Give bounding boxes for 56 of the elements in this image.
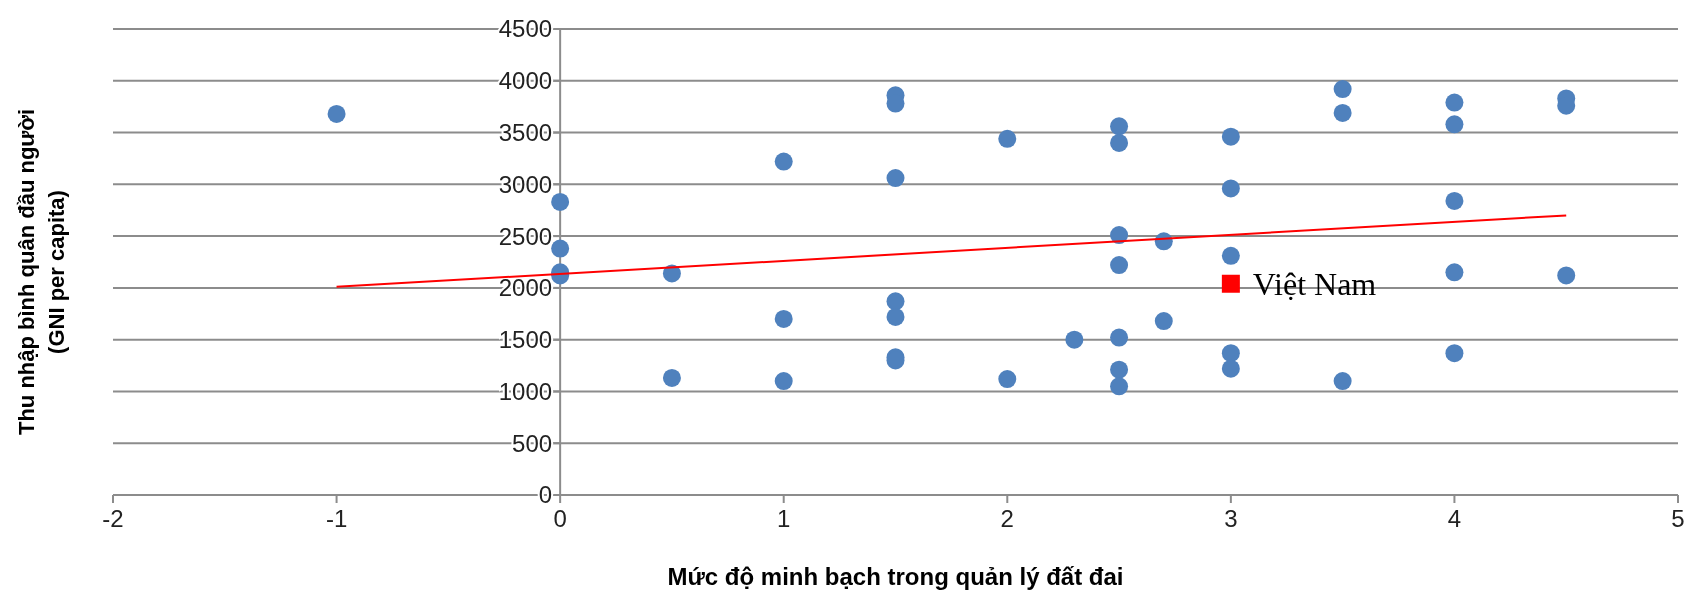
y-tick-label: 4000 [498,67,553,95]
point [1221,127,1240,146]
point [1221,246,1240,265]
point [774,372,793,391]
point [1110,360,1129,379]
y-tick-label: 3500 [498,118,553,146]
point [1110,377,1129,396]
point [1333,80,1352,99]
point [662,368,681,387]
point [1333,103,1352,122]
point [551,192,570,211]
point [1110,117,1129,136]
point [1221,359,1240,378]
point [1445,115,1464,134]
point [1445,344,1464,363]
point [1110,226,1129,245]
point [1110,328,1129,347]
x-tick-label: 2 [1000,505,1014,532]
point [1221,179,1240,198]
point [1333,372,1352,391]
point [998,129,1017,148]
point [327,104,346,123]
point [886,292,905,311]
x-tick-label: 3 [1224,505,1238,532]
y-tick-label: 2500 [498,222,553,250]
x-tick-label: -1 [325,505,348,532]
y-tick-label: 0 [538,481,553,509]
point [1110,256,1129,275]
point [998,370,1017,389]
y-tick-label: 1500 [498,326,553,354]
point [886,169,905,188]
y-tick-label: 500 [512,429,553,457]
y-tick-label: 4500 [498,15,553,43]
x-tick-label: 5 [1671,505,1685,532]
point [1557,266,1576,285]
point [774,152,793,171]
y-axis-title: Thu nhập bình quân đầu người (GNI per capita) [14,108,69,436]
point [1445,93,1464,112]
point [1445,191,1464,210]
point [1110,133,1129,152]
x-axis-title: Mức độ minh bạch trong quản lý đất đai [667,563,1124,590]
y-tick-label: 1000 [498,377,553,405]
point [774,309,793,328]
series-label: Việt Nam [1252,265,1377,302]
x-tick-label: 4 [1447,505,1462,532]
point [1221,274,1240,293]
x-tick-label: -2 [102,505,124,532]
point [1221,344,1240,363]
point [551,239,570,258]
point [886,307,905,326]
y-tick-label: 3000 [498,170,553,198]
point [1154,312,1173,331]
point [1445,263,1464,282]
x-tick-label: 1 [777,505,791,532]
point [1065,330,1084,349]
y-tick-label: 2000 [498,274,553,302]
